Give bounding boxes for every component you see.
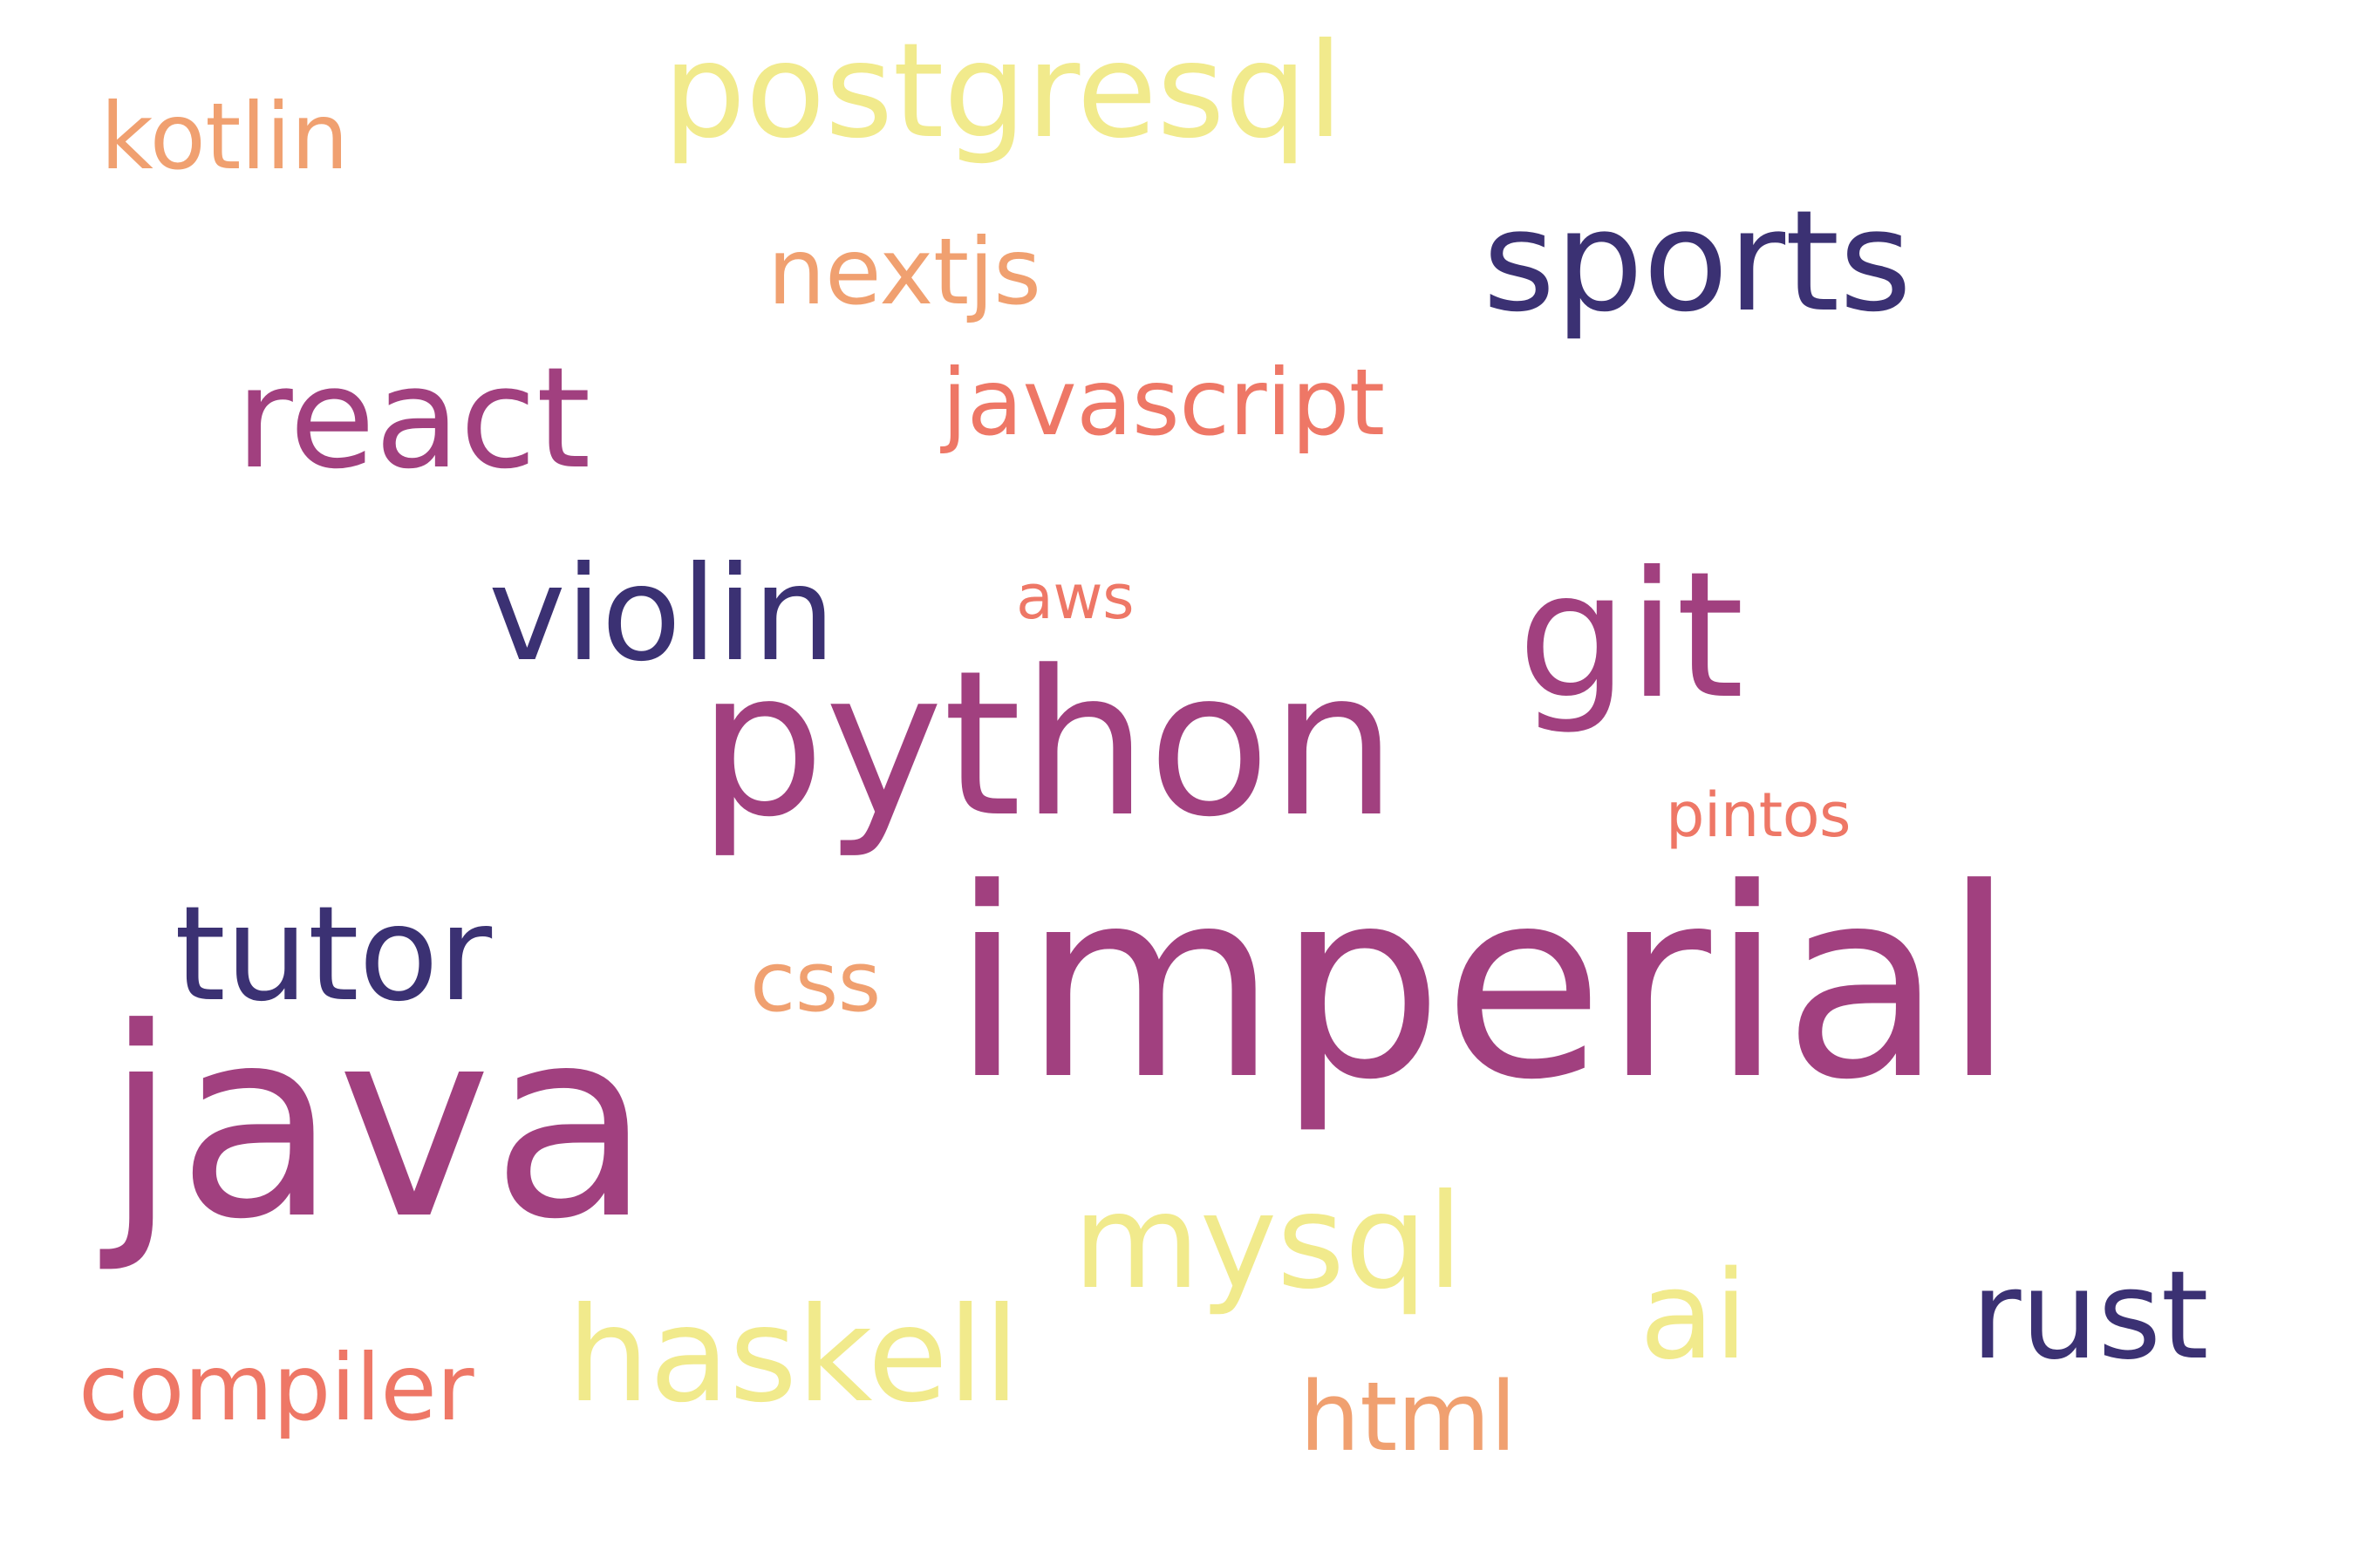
word-mysql: mysql (1073, 1167, 1463, 1318)
word-pintos: pintos (1666, 779, 1851, 851)
word-sports: sports (1483, 180, 1912, 343)
word-violin: violin (488, 539, 835, 691)
word-postgresql: postgresql (663, 16, 1343, 167)
word-javascript: javascript (942, 350, 1385, 456)
word-git: git (1517, 534, 1744, 738)
word-html: html (1299, 1361, 1517, 1473)
word-imperial: imperial (951, 833, 2015, 1137)
word-ai: ai (1640, 1245, 1748, 1387)
word-nextjs: nextjs (767, 219, 1041, 325)
word-kotlin: kotlin (100, 84, 349, 190)
word-react: react (235, 337, 590, 500)
word-tutor: tutor (174, 879, 492, 1031)
word-haskell: haskell (567, 1280, 1020, 1432)
word-python: python (698, 629, 1397, 861)
word-compiler: compiler (78, 1335, 474, 1441)
word-java: java (105, 972, 651, 1276)
word-css: css (750, 935, 881, 1031)
word-rust: rust (1971, 1245, 2209, 1387)
word-aws: aws (1016, 561, 1135, 633)
